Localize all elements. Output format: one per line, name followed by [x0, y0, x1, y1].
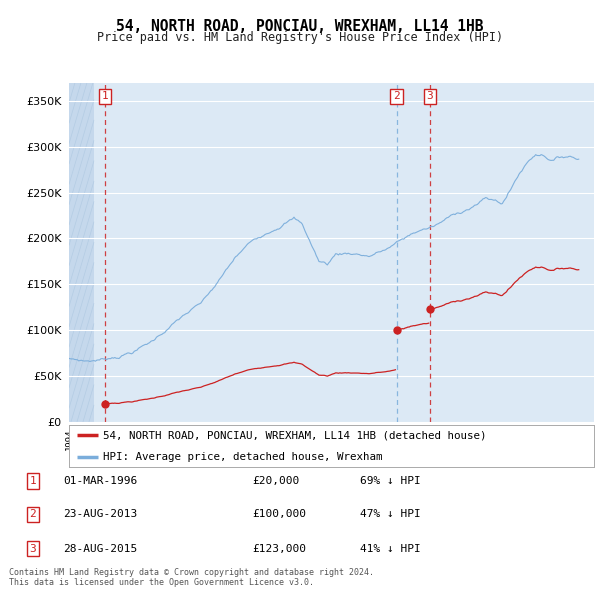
Text: 41% ↓ HPI: 41% ↓ HPI [360, 544, 421, 553]
Text: 23-AUG-2013: 23-AUG-2013 [63, 510, 137, 519]
Text: 2: 2 [29, 510, 37, 519]
Text: Price paid vs. HM Land Registry's House Price Index (HPI): Price paid vs. HM Land Registry's House … [97, 31, 503, 44]
Text: 3: 3 [427, 91, 433, 101]
Text: 3: 3 [29, 544, 37, 553]
Text: 2: 2 [393, 91, 400, 101]
Text: 54, NORTH ROAD, PONCIAU, WREXHAM, LL14 1HB: 54, NORTH ROAD, PONCIAU, WREXHAM, LL14 1… [116, 19, 484, 34]
Text: 28-AUG-2015: 28-AUG-2015 [63, 544, 137, 553]
Text: 47% ↓ HPI: 47% ↓ HPI [360, 510, 421, 519]
Text: 54, NORTH ROAD, PONCIAU, WREXHAM, LL14 1HB (detached house): 54, NORTH ROAD, PONCIAU, WREXHAM, LL14 1… [103, 431, 487, 440]
Text: 1: 1 [29, 476, 37, 486]
Text: £100,000: £100,000 [252, 510, 306, 519]
Text: Contains HM Land Registry data © Crown copyright and database right 2024.
This d: Contains HM Land Registry data © Crown c… [9, 568, 374, 587]
Text: £20,000: £20,000 [252, 476, 299, 486]
Text: 01-MAR-1996: 01-MAR-1996 [63, 476, 137, 486]
Text: 1: 1 [102, 91, 109, 101]
Text: £123,000: £123,000 [252, 544, 306, 553]
Text: HPI: Average price, detached house, Wrexham: HPI: Average price, detached house, Wrex… [103, 452, 383, 461]
Text: 69% ↓ HPI: 69% ↓ HPI [360, 476, 421, 486]
